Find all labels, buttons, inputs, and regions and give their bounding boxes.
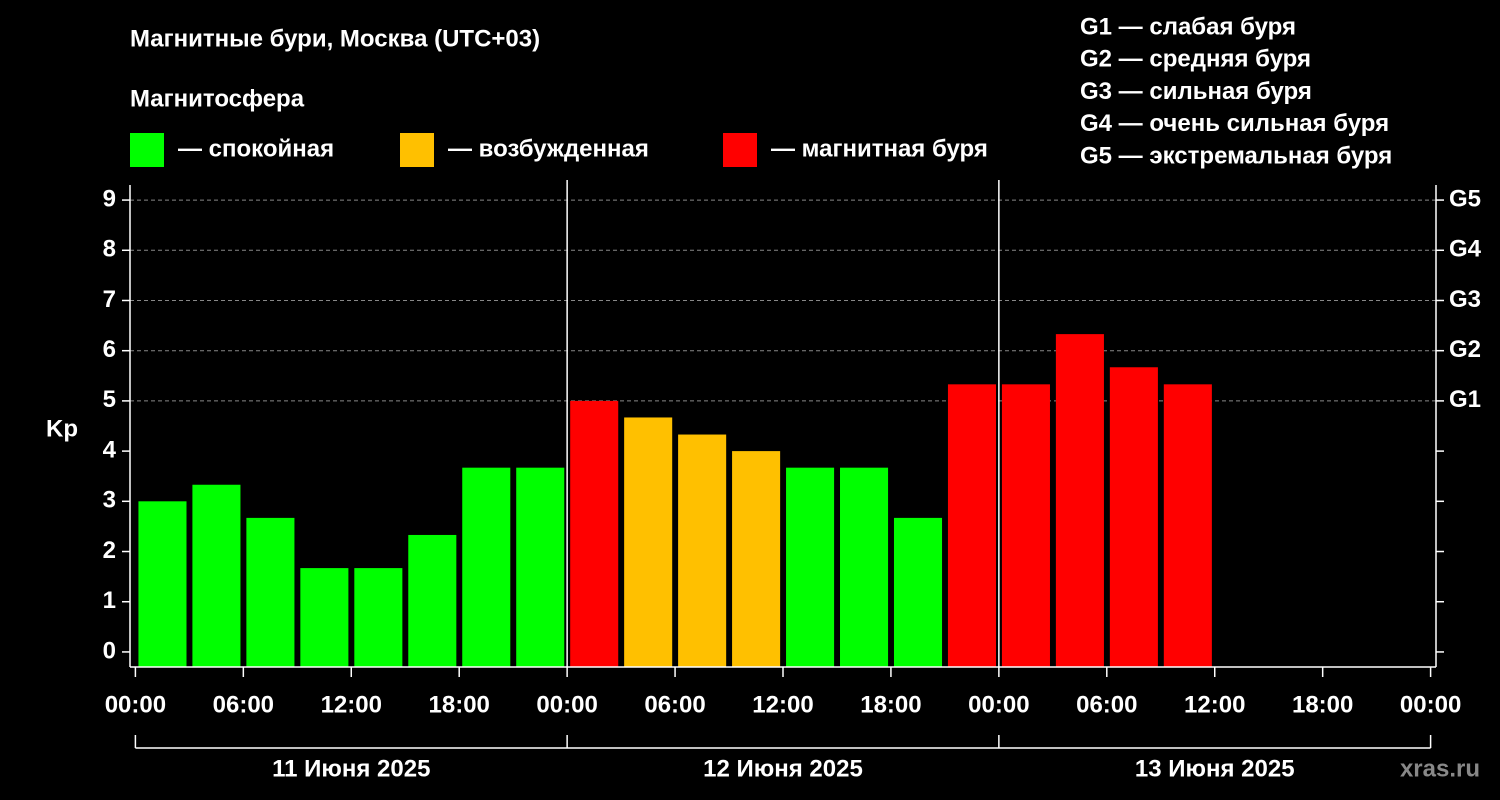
y2-tick-label: G3 — [1449, 286, 1481, 313]
y-tick-label: 2 — [103, 537, 116, 564]
bar — [1109, 367, 1158, 667]
bar — [570, 400, 619, 667]
x-tick-label: 12:00 — [321, 691, 382, 718]
x-tick-label: 12:00 — [1184, 691, 1245, 718]
y-tick-label: 3 — [103, 487, 116, 514]
legend-label: — возбужденная — [448, 135, 649, 162]
y2-tick-label: G4 — [1449, 236, 1482, 263]
x-tick-label: 00:00 — [105, 691, 166, 718]
x-tick-label: 06:00 — [213, 691, 274, 718]
watermark: xras.ru — [1400, 755, 1480, 782]
legend-swatch — [723, 133, 757, 167]
y2-tick-label: G1 — [1449, 386, 1481, 413]
y2-tick-label: G2 — [1449, 336, 1481, 363]
y-tick-label: 7 — [103, 286, 116, 313]
y2-tick-label: G5 — [1449, 185, 1481, 212]
scale-note: G1 — слабая буря — [1080, 13, 1296, 40]
chart-title: Магнитные бури, Москва (UTC+03) — [130, 25, 540, 52]
y-tick-label: 9 — [103, 185, 116, 212]
y-axis-label: Kp — [46, 415, 78, 442]
legend-swatch — [130, 133, 164, 167]
x-tick-label: 18:00 — [1292, 691, 1353, 718]
legend-title: Магнитосфера — [130, 85, 305, 112]
y-tick-label: 5 — [103, 386, 116, 413]
x-tick-label: 00:00 — [968, 691, 1029, 718]
bar — [1055, 334, 1104, 667]
bar — [354, 568, 403, 667]
bar — [408, 534, 457, 667]
x-tick-label: 18:00 — [429, 691, 490, 718]
x-tick-label: 12:00 — [752, 691, 813, 718]
bar — [624, 417, 673, 667]
y-tick-label: 6 — [103, 336, 116, 363]
bar — [1163, 384, 1212, 667]
x-tick-label: 06:00 — [1076, 691, 1137, 718]
scale-note: G5 — экстремальная буря — [1080, 143, 1392, 170]
y-tick-label: 1 — [103, 587, 116, 614]
x-tick-label: 18:00 — [860, 691, 921, 718]
bar — [947, 384, 997, 667]
bar — [786, 467, 835, 667]
scale-note: G4 — очень сильная буря — [1080, 110, 1389, 137]
y-tick-label: 0 — [103, 637, 116, 664]
y-tick-label: 8 — [103, 236, 116, 263]
scale-note: G3 — сильная буря — [1080, 78, 1312, 105]
bar — [516, 467, 565, 667]
x-tick-label: 00:00 — [1400, 691, 1461, 718]
bar — [1001, 384, 1050, 667]
day-label: 13 Июня 2025 — [1135, 755, 1295, 782]
legend-label: — спокойная — [178, 135, 334, 162]
day-label: 11 Июня 2025 — [272, 755, 430, 782]
y-tick-label: 4 — [103, 436, 117, 463]
bar — [462, 467, 511, 667]
bar — [678, 434, 727, 667]
bar — [138, 501, 187, 667]
x-tick-label: 00:00 — [536, 691, 597, 718]
legend-label: — магнитная буря — [771, 135, 988, 162]
bar — [840, 467, 889, 667]
scale-note: G2 — средняя буря — [1080, 46, 1311, 73]
day-label: 12 Июня 2025 — [703, 755, 863, 782]
bar — [300, 568, 349, 667]
bar — [893, 517, 943, 667]
bar — [192, 484, 241, 667]
x-tick-label: 06:00 — [644, 691, 705, 718]
bar — [732, 451, 781, 667]
legend-swatch — [400, 133, 434, 167]
bar — [246, 517, 295, 667]
